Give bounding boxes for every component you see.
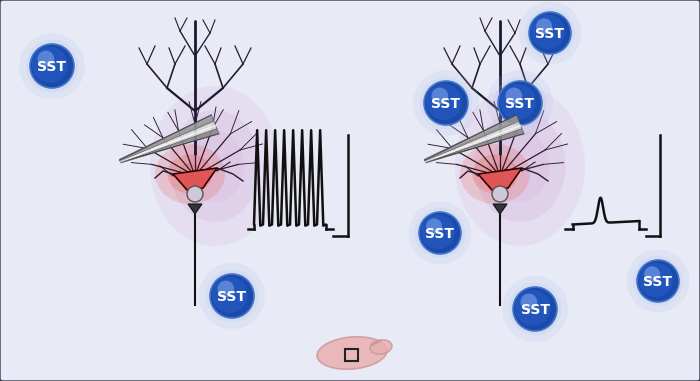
Circle shape — [514, 290, 551, 326]
Text: SST: SST — [218, 290, 246, 304]
Circle shape — [637, 260, 679, 302]
Ellipse shape — [460, 144, 530, 204]
Circle shape — [513, 287, 557, 331]
Polygon shape — [188, 204, 202, 214]
Polygon shape — [478, 168, 522, 190]
Bar — [3, 134, 697, 153]
Polygon shape — [120, 120, 217, 163]
Circle shape — [212, 277, 248, 313]
Text: SST: SST — [505, 97, 535, 111]
Circle shape — [644, 266, 660, 282]
Text: SST: SST — [426, 227, 454, 241]
Circle shape — [413, 70, 479, 136]
Polygon shape — [173, 168, 217, 190]
Circle shape — [519, 2, 582, 64]
Polygon shape — [424, 115, 519, 161]
Text: SST: SST — [38, 60, 66, 74]
Circle shape — [421, 215, 455, 249]
Circle shape — [26, 40, 78, 93]
Bar — [3, 153, 697, 172]
Ellipse shape — [475, 110, 566, 222]
Circle shape — [426, 218, 442, 234]
Ellipse shape — [169, 110, 260, 222]
Circle shape — [32, 47, 68, 83]
Circle shape — [531, 15, 565, 49]
Text: SST: SST — [643, 275, 673, 289]
Bar — [3, 359, 697, 378]
Circle shape — [218, 280, 234, 297]
Ellipse shape — [155, 144, 225, 204]
Circle shape — [187, 186, 203, 202]
Bar — [3, 115, 697, 134]
Bar — [3, 40, 697, 59]
Bar — [3, 284, 697, 303]
Ellipse shape — [483, 163, 507, 184]
Circle shape — [487, 70, 553, 136]
Ellipse shape — [370, 340, 392, 354]
Bar — [3, 247, 697, 266]
Circle shape — [206, 270, 258, 322]
Circle shape — [638, 263, 673, 297]
Ellipse shape — [167, 155, 213, 194]
Circle shape — [38, 51, 54, 67]
Circle shape — [415, 208, 466, 258]
Ellipse shape — [150, 86, 280, 246]
Bar — [3, 97, 697, 115]
Circle shape — [19, 33, 85, 99]
Circle shape — [419, 212, 461, 254]
Circle shape — [426, 84, 462, 120]
Bar — [3, 59, 697, 78]
Circle shape — [199, 263, 265, 329]
Circle shape — [30, 44, 74, 88]
Circle shape — [494, 77, 547, 130]
Polygon shape — [493, 204, 507, 214]
Ellipse shape — [178, 163, 202, 184]
Bar — [3, 209, 697, 228]
Bar — [3, 3, 697, 22]
Circle shape — [509, 283, 561, 335]
Circle shape — [505, 88, 522, 104]
Ellipse shape — [455, 86, 585, 246]
Polygon shape — [119, 115, 214, 161]
Circle shape — [525, 8, 575, 58]
Text: SST: SST — [431, 97, 461, 111]
Circle shape — [529, 12, 571, 54]
Bar — [3, 190, 697, 209]
Circle shape — [633, 256, 683, 306]
Bar — [3, 22, 697, 40]
Bar — [3, 322, 697, 341]
Bar — [3, 266, 697, 284]
Circle shape — [500, 84, 536, 120]
Bar — [3, 303, 697, 322]
Bar — [345, 349, 358, 361]
Ellipse shape — [473, 155, 518, 194]
Circle shape — [626, 250, 690, 312]
Circle shape — [536, 18, 552, 34]
Circle shape — [498, 81, 542, 125]
Bar — [3, 78, 697, 97]
Text: SST: SST — [521, 303, 550, 317]
Circle shape — [419, 77, 473, 130]
Polygon shape — [120, 128, 219, 163]
Ellipse shape — [186, 130, 244, 202]
Text: SST: SST — [536, 27, 564, 41]
Bar — [3, 172, 697, 190]
Ellipse shape — [317, 337, 387, 369]
Circle shape — [521, 294, 537, 310]
Circle shape — [210, 274, 254, 318]
Circle shape — [431, 88, 448, 104]
Circle shape — [492, 186, 508, 202]
Circle shape — [502, 276, 568, 342]
Bar — [3, 341, 697, 359]
Circle shape — [424, 81, 468, 125]
Polygon shape — [425, 128, 524, 163]
Bar — [3, 228, 697, 247]
Polygon shape — [425, 120, 522, 163]
Ellipse shape — [491, 130, 550, 202]
Circle shape — [409, 202, 472, 264]
